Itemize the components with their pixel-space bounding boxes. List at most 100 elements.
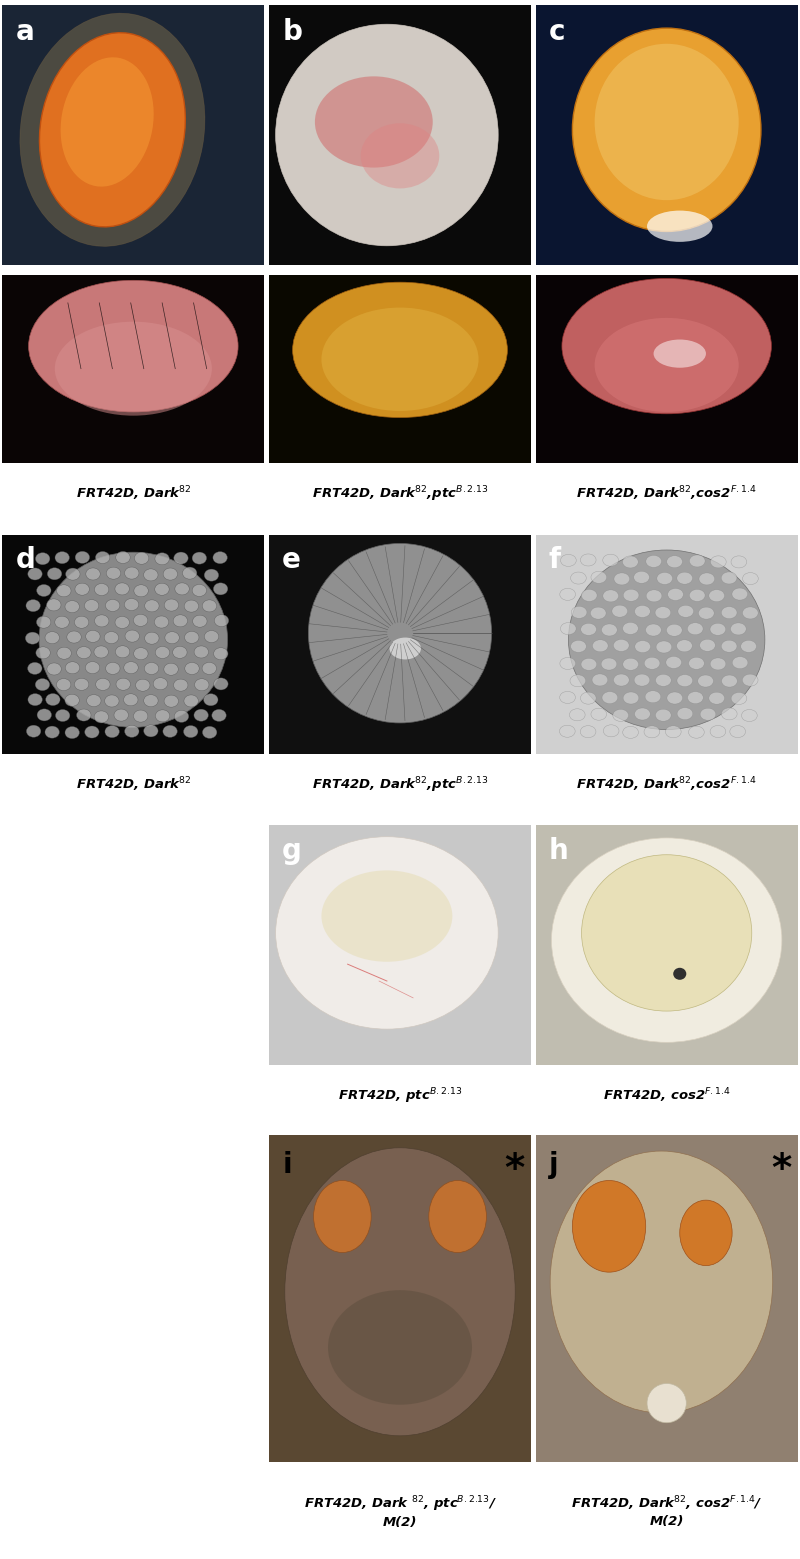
Ellipse shape (645, 691, 661, 703)
Ellipse shape (614, 673, 629, 686)
Ellipse shape (182, 567, 197, 578)
Ellipse shape (722, 675, 738, 688)
Ellipse shape (623, 692, 639, 705)
Ellipse shape (202, 663, 217, 675)
Ellipse shape (46, 694, 60, 706)
Ellipse shape (194, 678, 209, 691)
Ellipse shape (603, 725, 619, 737)
Text: *: * (771, 1151, 792, 1190)
Ellipse shape (314, 1180, 371, 1252)
Ellipse shape (742, 606, 758, 619)
Text: j: j (549, 1151, 558, 1179)
Ellipse shape (722, 572, 737, 585)
Ellipse shape (634, 605, 650, 617)
Text: FRT42D, Dark$^{82}$, cos2$^{F.1.4}$/
M(2): FRT42D, Dark$^{82}$, cos2$^{F.1.4}$/ M(2… (571, 1495, 762, 1528)
Ellipse shape (173, 614, 187, 627)
Ellipse shape (655, 709, 671, 722)
Ellipse shape (635, 641, 650, 653)
Ellipse shape (732, 656, 748, 669)
Ellipse shape (592, 673, 608, 686)
Ellipse shape (163, 725, 178, 737)
Text: FRT42D, Dark $^{82}$, ptc$^{B.2.13}$/
M(2): FRT42D, Dark $^{82}$, ptc$^{B.2.13}$/ M(… (303, 1495, 497, 1529)
Ellipse shape (591, 571, 606, 583)
Ellipse shape (655, 606, 670, 619)
Ellipse shape (214, 583, 228, 596)
Ellipse shape (204, 694, 218, 706)
Ellipse shape (105, 695, 119, 706)
Ellipse shape (689, 658, 704, 669)
Ellipse shape (656, 641, 672, 653)
Ellipse shape (55, 709, 70, 722)
Ellipse shape (570, 572, 586, 585)
Ellipse shape (37, 616, 51, 628)
Ellipse shape (613, 709, 629, 722)
Ellipse shape (125, 630, 139, 642)
Ellipse shape (94, 583, 109, 596)
Ellipse shape (134, 552, 149, 564)
Ellipse shape (666, 555, 682, 567)
Ellipse shape (164, 599, 178, 611)
Ellipse shape (634, 673, 650, 686)
Ellipse shape (106, 599, 120, 611)
Ellipse shape (328, 1291, 472, 1405)
Ellipse shape (55, 552, 70, 564)
Ellipse shape (57, 647, 71, 659)
Ellipse shape (570, 675, 586, 688)
Ellipse shape (390, 638, 421, 659)
Ellipse shape (581, 658, 597, 670)
Ellipse shape (581, 624, 597, 636)
Ellipse shape (689, 726, 704, 739)
Ellipse shape (39, 552, 228, 728)
Ellipse shape (94, 614, 109, 627)
Ellipse shape (175, 583, 190, 596)
Text: FRT42D, ptc$^{B.2.13}$: FRT42D, ptc$^{B.2.13}$ (338, 1087, 462, 1105)
Ellipse shape (700, 639, 715, 652)
Ellipse shape (194, 645, 209, 658)
Ellipse shape (116, 552, 130, 563)
Ellipse shape (550, 1151, 773, 1412)
Ellipse shape (644, 726, 660, 737)
Ellipse shape (730, 624, 746, 635)
Ellipse shape (65, 694, 79, 706)
Ellipse shape (560, 658, 575, 669)
Ellipse shape (94, 711, 109, 723)
Ellipse shape (560, 691, 575, 703)
Ellipse shape (601, 658, 617, 670)
Text: c: c (549, 17, 566, 45)
Ellipse shape (26, 631, 40, 644)
Ellipse shape (666, 656, 682, 669)
Ellipse shape (580, 553, 596, 566)
Ellipse shape (677, 572, 693, 585)
Ellipse shape (104, 631, 118, 644)
Text: FRT42D, Dark$^{82}$,ptc$^{B.2.13}$: FRT42D, Dark$^{82}$,ptc$^{B.2.13}$ (312, 485, 488, 504)
Ellipse shape (698, 675, 714, 688)
Ellipse shape (700, 708, 716, 720)
Ellipse shape (742, 572, 758, 585)
Ellipse shape (657, 572, 673, 585)
Ellipse shape (560, 588, 575, 600)
Ellipse shape (562, 279, 771, 413)
Ellipse shape (57, 678, 71, 691)
Ellipse shape (115, 645, 130, 658)
Ellipse shape (308, 544, 492, 723)
Ellipse shape (155, 709, 170, 722)
Ellipse shape (722, 606, 737, 619)
Ellipse shape (145, 631, 159, 644)
Ellipse shape (655, 675, 671, 686)
Ellipse shape (582, 854, 752, 1012)
Ellipse shape (710, 557, 726, 567)
Ellipse shape (192, 552, 206, 564)
Ellipse shape (202, 726, 217, 739)
Ellipse shape (742, 673, 758, 686)
Ellipse shape (677, 675, 693, 686)
Ellipse shape (77, 709, 91, 722)
Ellipse shape (28, 663, 42, 675)
Ellipse shape (37, 585, 51, 597)
Ellipse shape (742, 709, 758, 722)
Ellipse shape (134, 709, 148, 722)
Ellipse shape (634, 571, 650, 583)
Ellipse shape (164, 663, 178, 675)
Ellipse shape (582, 589, 597, 602)
Ellipse shape (731, 557, 746, 567)
Ellipse shape (106, 567, 121, 580)
